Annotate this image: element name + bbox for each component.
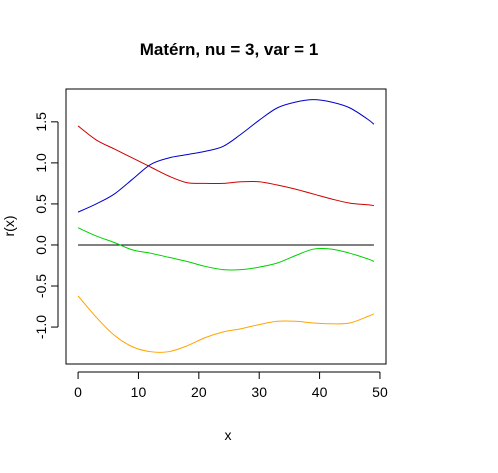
series-line-1 xyxy=(77,125,374,207)
x-tick-label: 30 xyxy=(251,384,267,400)
x-axis: 0 10 20 30 40 50 xyxy=(74,371,388,400)
x-tick-label: 20 xyxy=(191,384,207,400)
y-tick-label: 0.0 xyxy=(33,235,49,255)
plot-box xyxy=(65,88,387,365)
y-axis: -1.0 -0.5 0.0 0.5 1.0 1.5 xyxy=(33,112,59,339)
y-tick-label: 1.0 xyxy=(33,153,49,173)
x-axis-label: x xyxy=(225,427,232,443)
series-layer xyxy=(77,99,375,353)
chart-title: Matérn, nu = 3, var = 1 xyxy=(140,40,319,59)
x-tick-label: 10 xyxy=(131,384,147,400)
series-line-4 xyxy=(77,295,375,353)
x-tick-label: 50 xyxy=(372,384,388,400)
y-axis-label: r(x) xyxy=(1,216,17,237)
x-tick-label: 0 xyxy=(74,384,82,400)
x-tick-label: 40 xyxy=(312,384,328,400)
y-tick-label: -1.0 xyxy=(33,315,49,339)
y-tick-label: 0.5 xyxy=(33,194,49,214)
series-line-2 xyxy=(77,99,375,213)
series-line-3 xyxy=(77,227,375,271)
y-tick-label: 1.5 xyxy=(33,112,49,132)
y-tick-label: -0.5 xyxy=(33,274,49,298)
